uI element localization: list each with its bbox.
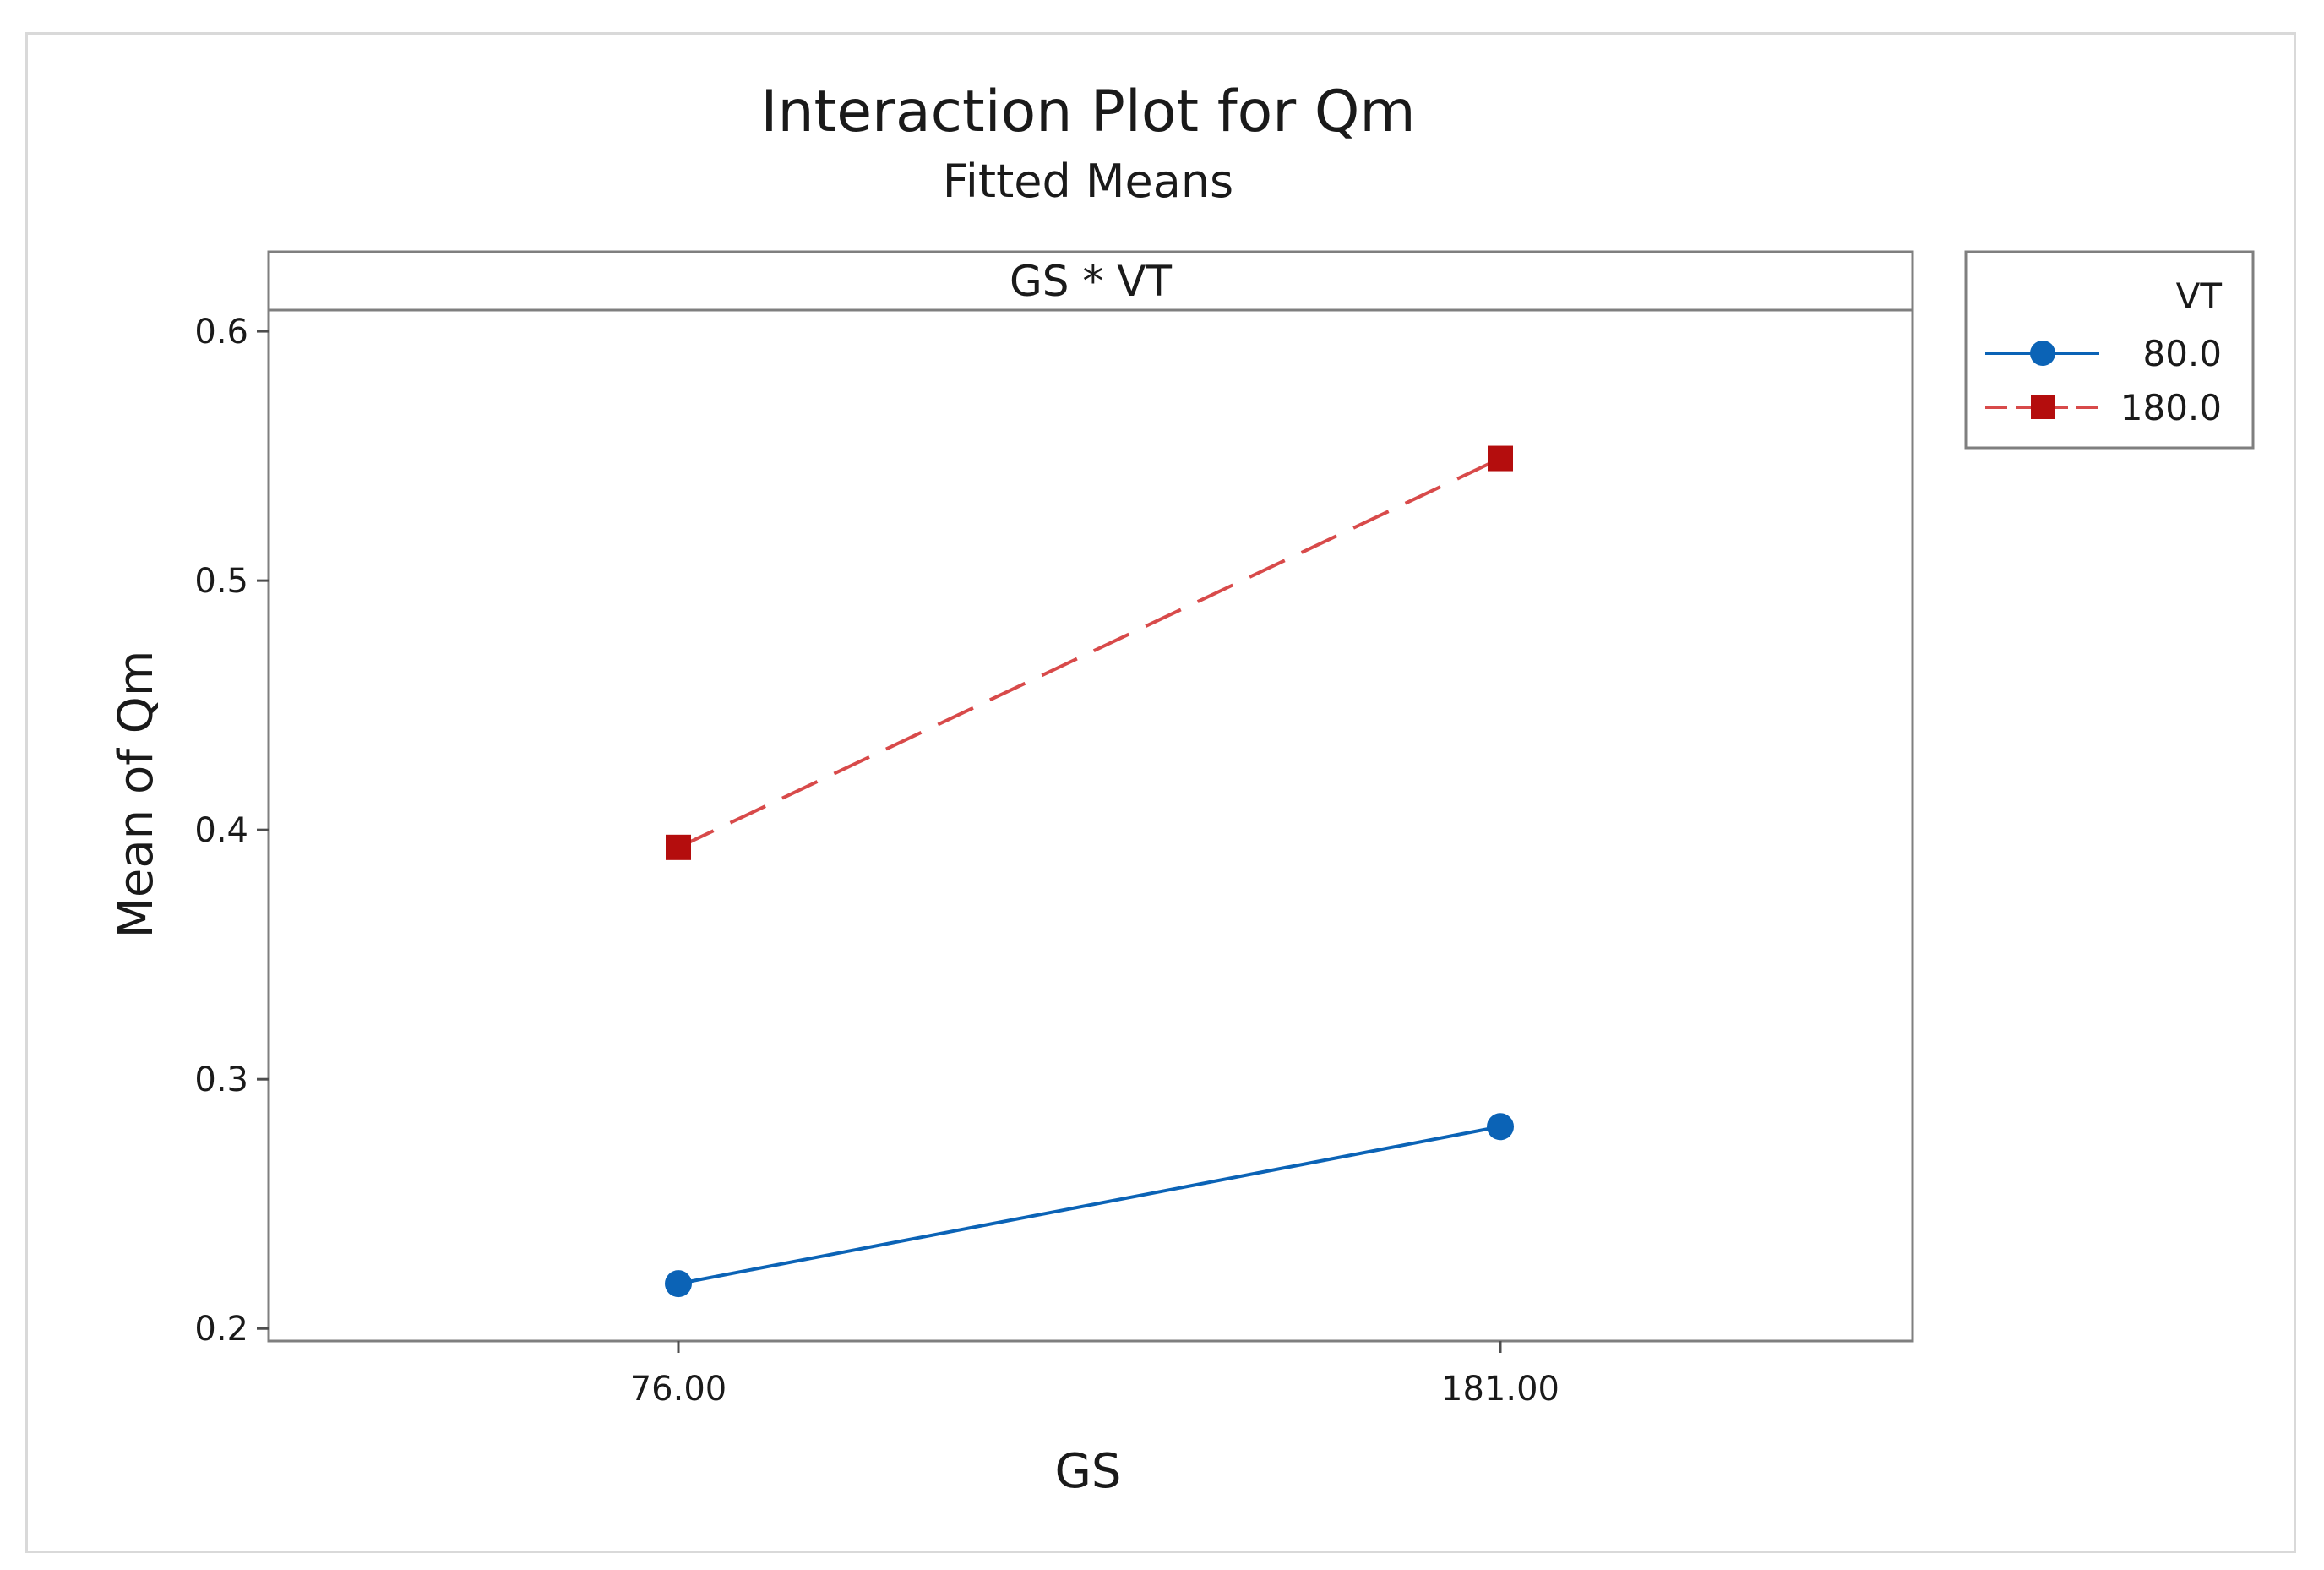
panel-header	[267, 250, 1914, 312]
legend-label-80.0: 80.0	[2142, 333, 2222, 374]
series-line-180.0	[678, 456, 1501, 849]
legend: 80.0 180.0	[1985, 333, 2222, 428]
legend-marker-80.0	[2030, 341, 2055, 366]
y-axis: 0.2 0.3 0.4 0.5 0.6	[194, 313, 269, 1349]
x-axis-label: GS	[1055, 1444, 1122, 1499]
y-tick-label: 0.3	[194, 1060, 248, 1099]
panel-label: GS * VT	[1010, 257, 1172, 306]
y-axis-label: Mean of Qm	[109, 651, 164, 939]
chart-title: Interaction Plot for Qm	[760, 79, 1415, 145]
series-layer	[665, 445, 1514, 1298]
data-point-80.0-76.00	[665, 1270, 692, 1298]
data-point-180.0-76.00	[666, 834, 691, 860]
y-tick-label: 0.2	[194, 1310, 248, 1349]
y-tick-label: 0.6	[194, 313, 248, 352]
legend-box	[1964, 250, 2255, 450]
legend-label-180.0: 180.0	[2120, 387, 2222, 428]
series-line-80.0	[678, 1125, 1501, 1286]
chart-subtitle: Fitted Means	[943, 155, 1233, 208]
data-point-180.0-181.00	[1488, 445, 1513, 472]
plot-area	[267, 308, 1914, 1343]
y-tick-label: 0.4	[194, 811, 248, 850]
legend-title: VT	[2176, 275, 2223, 317]
legend-marker-180.0	[2031, 395, 2055, 419]
y-tick-label: 0.5	[194, 562, 248, 601]
x-tick-label: 76.00	[630, 1370, 727, 1409]
x-axis: 76.00 181.00	[630, 1341, 1559, 1409]
x-tick-label: 181.00	[1441, 1370, 1559, 1409]
data-point-80.0-181.00	[1487, 1113, 1514, 1141]
